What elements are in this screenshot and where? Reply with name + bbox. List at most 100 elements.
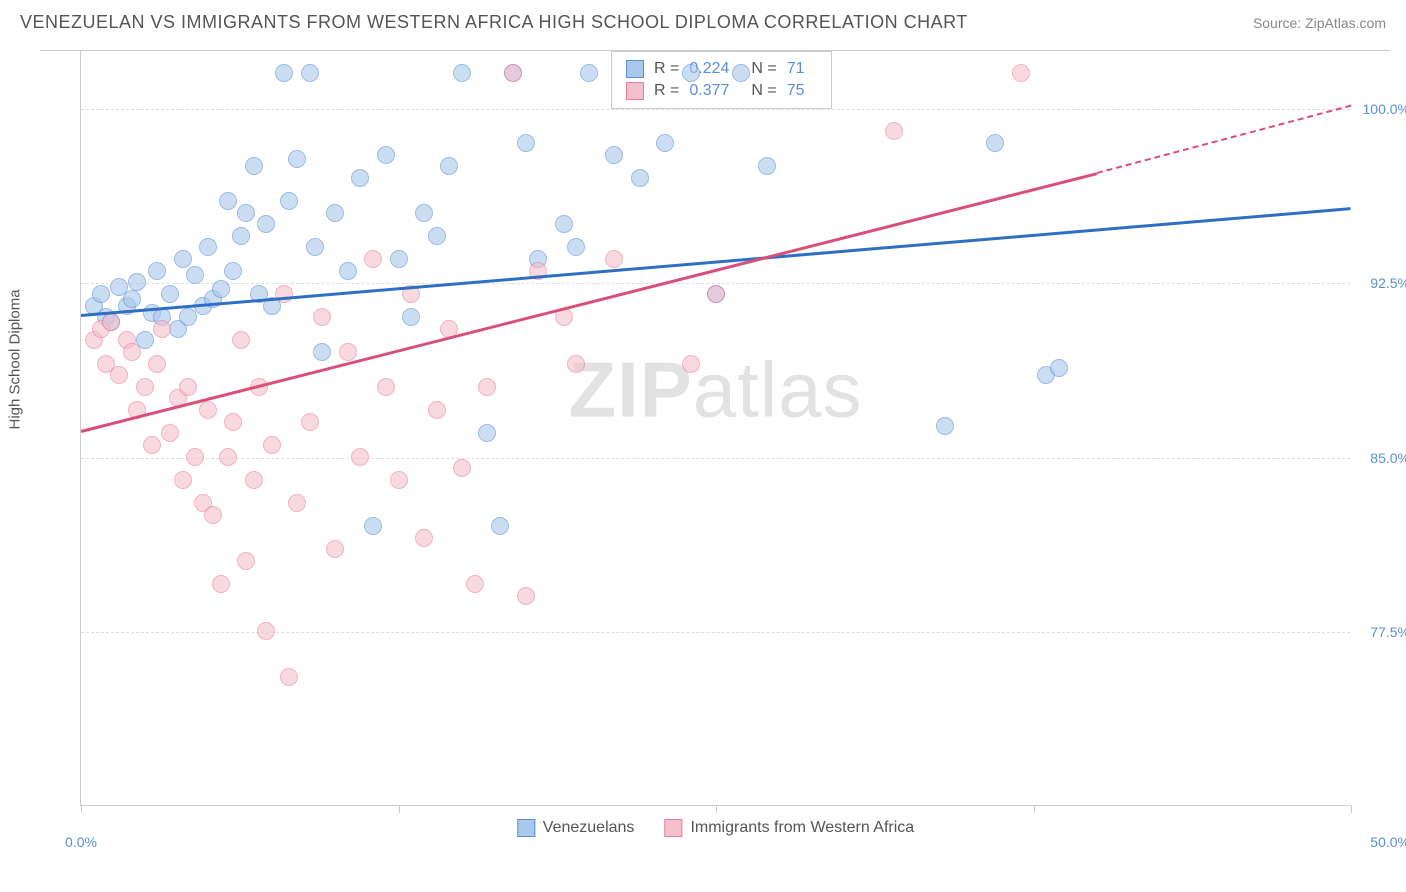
data-point [1012,64,1030,82]
data-point [605,146,623,164]
swatch-pink [626,82,644,100]
data-point [428,401,446,419]
data-point [707,285,725,303]
data-point [257,215,275,233]
data-point [440,157,458,175]
gridline [81,458,1350,459]
data-point [351,448,369,466]
data-point [143,436,161,454]
data-point [1050,359,1068,377]
data-point [936,417,954,435]
data-point [123,290,141,308]
data-point [280,668,298,686]
n-label: N = [751,60,776,78]
data-point [224,262,242,280]
data-point [567,238,585,256]
x-tick-label-right: 50.0% [1370,834,1406,850]
data-point [478,424,496,442]
data-point [301,413,319,431]
data-point [174,250,192,268]
y-tick-label: 100.0% [1363,101,1406,117]
data-point [301,64,319,82]
data-point [110,366,128,384]
data-point [275,285,293,303]
chart-container: High School Diploma ZIPatlas R = 0.224 N… [40,50,1390,850]
data-point [280,192,298,210]
data-point [232,331,250,349]
legend-label-wafrica: Immigrants from Western Africa [690,819,914,837]
r-label: R = [654,82,679,100]
data-point [517,134,535,152]
data-point [288,494,306,512]
data-point [605,250,623,268]
data-point [212,280,230,298]
data-point [478,378,496,396]
data-point [377,378,395,396]
data-point [517,587,535,605]
data-point [179,308,197,326]
data-point [232,227,250,245]
data-point [415,529,433,547]
x-tick-label-left: 0.0% [65,834,97,850]
x-tick [1351,805,1352,813]
data-point [986,134,1004,152]
plot-area: ZIPatlas R = 0.224 N = 71 R = 0.377 N = … [80,51,1350,806]
data-point [339,262,357,280]
legend-item-venezuelans: Venezuelans [517,819,635,837]
data-point [580,64,598,82]
stats-row-wafrica: R = 0.377 N = 75 [626,80,817,102]
watermark-bold: ZIP [568,346,692,434]
data-point [199,401,217,419]
data-point [402,308,420,326]
chart-title: VENEZUELAN VS IMMIGRANTS FROM WESTERN AF… [20,12,968,33]
n-label: N = [751,82,776,100]
data-point [466,575,484,593]
data-point [204,506,222,524]
stats-legend: R = 0.224 N = 71 R = 0.377 N = 75 [611,51,832,109]
data-point [351,169,369,187]
source-label: Source: ZipAtlas.com [1253,15,1386,31]
data-point [390,250,408,268]
data-point [682,64,700,82]
data-point [245,471,263,489]
data-point [161,424,179,442]
data-point [453,64,471,82]
n-value-pink: 75 [787,82,805,100]
data-point [237,552,255,570]
data-point [245,157,263,175]
swatch-blue [517,819,535,837]
data-point [212,575,230,593]
swatch-blue [626,60,644,78]
data-point [186,266,204,284]
data-point [128,273,146,291]
r-value-pink: 0.377 [689,82,729,100]
legend-item-wafrica: Immigrants from Western Africa [664,819,914,837]
data-point [102,313,120,331]
data-point [415,204,433,222]
data-point [219,192,237,210]
data-point [148,262,166,280]
data-point [123,343,141,361]
data-point [364,517,382,535]
data-point [339,343,357,361]
data-point [92,285,110,303]
data-point [136,378,154,396]
data-point [148,355,166,373]
data-point [275,64,293,82]
data-point [491,517,509,535]
x-tick [716,805,717,813]
data-point [219,448,237,466]
data-point [161,285,179,303]
data-point [257,622,275,640]
data-point [263,436,281,454]
data-point [237,204,255,222]
data-point [179,378,197,396]
data-point [453,459,471,477]
data-point [174,471,192,489]
data-point [326,540,344,558]
data-point [390,471,408,489]
data-point [224,413,242,431]
x-tick [399,805,400,813]
stats-row-venezuelans: R = 0.224 N = 71 [626,58,817,80]
data-point [682,355,700,373]
